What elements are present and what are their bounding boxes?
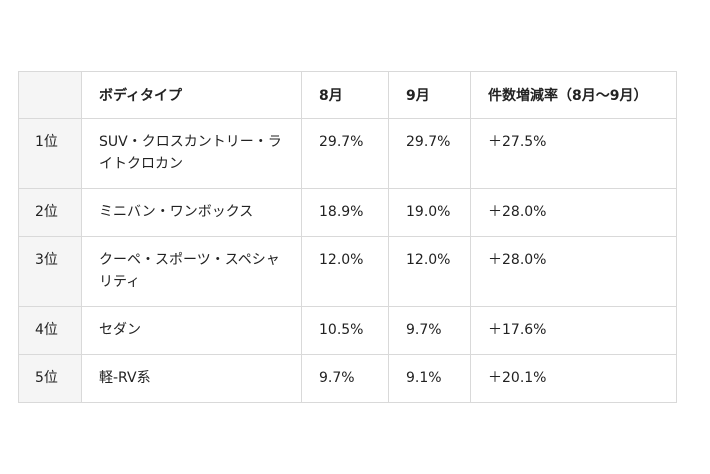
table-row: 1位 SUV・クロスカントリー・ライトクロカン 29.7% 29.7% ＋27.… <box>18 118 677 189</box>
rank-cell: 5位 <box>18 354 82 403</box>
rank-cell: 4位 <box>18 306 82 355</box>
rank-cell: 3位 <box>18 236 82 307</box>
august-cell: 29.7% <box>301 118 389 189</box>
body-type-cell: SUV・クロスカントリー・ライトクロカン <box>81 118 302 189</box>
body-type-cell: セダン <box>81 306 302 355</box>
body-type-cell: ミニバン・ワンボックス <box>81 188 302 237</box>
header-rank <box>18 71 82 119</box>
table-row: 3位 クーペ・スポーツ・スペシャリティ 12.0% 12.0% ＋28.0% <box>18 236 677 307</box>
change-rate-cell: ＋28.0% <box>470 188 677 237</box>
august-cell: 10.5% <box>301 306 389 355</box>
september-cell: 9.7% <box>388 306 471 355</box>
september-cell: 29.7% <box>388 118 471 189</box>
change-rate-cell: ＋27.5% <box>470 118 677 189</box>
table-row: 4位 セダン 10.5% 9.7% ＋17.6% <box>18 306 677 355</box>
september-cell: 12.0% <box>388 236 471 307</box>
change-rate-cell: ＋28.0% <box>470 236 677 307</box>
header-august: 8月 <box>301 71 389 119</box>
september-cell: 9.1% <box>388 354 471 403</box>
body-type-cell: 軽-RV系 <box>81 354 302 403</box>
rank-cell: 1位 <box>18 118 82 189</box>
august-cell: 9.7% <box>301 354 389 403</box>
header-september: 9月 <box>388 71 471 119</box>
ranking-table: ボディタイプ 8月 9月 件数増減率（8月〜9月） 1位 SUV・クロスカントリ… <box>18 71 677 403</box>
august-cell: 12.0% <box>301 236 389 307</box>
table-header-row: ボディタイプ 8月 9月 件数増減率（8月〜9月） <box>18 71 677 119</box>
header-change-rate: 件数増減率（8月〜9月） <box>470 71 677 119</box>
table-row: 2位 ミニバン・ワンボックス 18.9% 19.0% ＋28.0% <box>18 188 677 237</box>
table-row: 5位 軽-RV系 9.7% 9.1% ＋20.1% <box>18 354 677 403</box>
change-rate-cell: ＋17.6% <box>470 306 677 355</box>
body-type-cell: クーペ・スポーツ・スペシャリティ <box>81 236 302 307</box>
header-body-type: ボディタイプ <box>81 71 302 119</box>
august-cell: 18.9% <box>301 188 389 237</box>
september-cell: 19.0% <box>388 188 471 237</box>
change-rate-cell: ＋20.1% <box>470 354 677 403</box>
rank-cell: 2位 <box>18 188 82 237</box>
